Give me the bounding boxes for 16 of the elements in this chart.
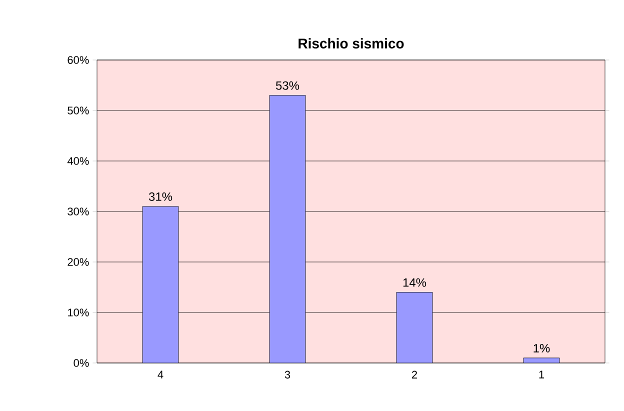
y-tick-label: 60%: [68, 56, 89, 64]
x-tick-label: 1: [539, 370, 544, 378]
data-label: 53%: [276, 81, 300, 90]
y-tick-label: 30%: [68, 208, 89, 216]
data-label: 31%: [148, 192, 172, 201]
x-tick-label: 4: [158, 370, 164, 378]
y-tick-label: 0%: [74, 359, 89, 367]
x-tick-label: 3: [284, 370, 290, 379]
y-tick-label: 50%: [68, 106, 89, 114]
x-tick-label: 2: [412, 370, 418, 378]
chart-title: Rischio sismico: [298, 38, 404, 48]
y-tick-label: 10%: [68, 308, 89, 316]
y-tick-label: 40%: [67, 157, 89, 165]
data-label: 1%: [534, 344, 550, 352]
y-tick-label: 20%: [68, 258, 89, 266]
data-label: 14%: [403, 278, 426, 287]
